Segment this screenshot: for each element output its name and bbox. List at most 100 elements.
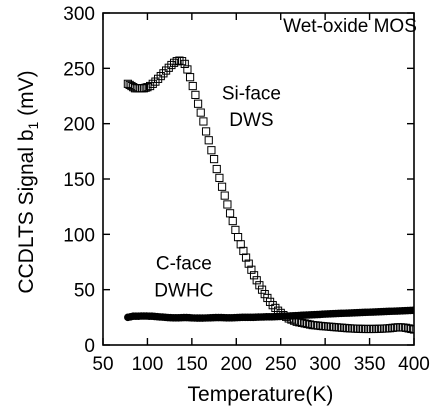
open-square-point bbox=[172, 57, 181, 66]
open-square-point bbox=[340, 323, 349, 333]
plot-layer bbox=[123, 56, 414, 334]
open-square-point bbox=[193, 99, 203, 108]
open-square-point bbox=[268, 301, 277, 310]
open-square-point bbox=[153, 74, 163, 83]
open-square-point bbox=[252, 276, 261, 285]
open-square-point bbox=[353, 324, 363, 333]
open-square-point bbox=[329, 322, 339, 332]
open-square-point bbox=[319, 322, 328, 331]
open-square-point bbox=[337, 323, 347, 332]
open-square-point bbox=[327, 322, 336, 331]
open-square-point bbox=[180, 59, 189, 69]
open-square-point bbox=[361, 324, 371, 334]
axes-layer bbox=[102, 12, 415, 346]
series-1 bbox=[124, 306, 414, 322]
open-square-point bbox=[249, 271, 259, 280]
y-tick-label: 300 bbox=[63, 4, 95, 25]
open-square-point bbox=[335, 323, 344, 332]
open-square-point bbox=[223, 200, 232, 209]
open-square-point bbox=[332, 323, 341, 332]
open-square-point bbox=[201, 127, 211, 136]
annotation-2: DWS bbox=[229, 110, 273, 131]
open-square-point bbox=[209, 154, 219, 164]
open-square-point bbox=[404, 324, 413, 333]
open-square-point bbox=[247, 265, 256, 274]
y-tick-label: 200 bbox=[63, 115, 95, 136]
x-tick-label: 150 bbox=[176, 354, 208, 375]
open-square-point bbox=[271, 303, 280, 313]
open-square-point bbox=[228, 216, 237, 226]
y-tick-label: 250 bbox=[63, 59, 95, 80]
y-tick-label: 50 bbox=[74, 281, 95, 302]
open-square-point bbox=[196, 108, 205, 117]
open-square-point bbox=[244, 259, 253, 268]
annotation-1: Si-face bbox=[222, 83, 281, 104]
open-square-point bbox=[300, 319, 309, 328]
annotation-4: DWHC bbox=[154, 280, 213, 301]
x-tick-label: 250 bbox=[265, 354, 297, 375]
x-tick-label: 350 bbox=[354, 354, 386, 375]
y-axis-label-subscript: 1 bbox=[25, 121, 41, 129]
open-square-point bbox=[204, 136, 213, 145]
open-square-point bbox=[257, 285, 267, 294]
open-square-point bbox=[393, 323, 403, 332]
open-square-point bbox=[375, 324, 384, 333]
open-square-point bbox=[233, 233, 243, 242]
open-square-point bbox=[215, 173, 224, 182]
annotation-0: Wet-oxide MOS bbox=[283, 16, 417, 37]
open-square-point bbox=[343, 324, 352, 333]
open-square-point bbox=[321, 322, 331, 331]
open-square-point bbox=[164, 63, 173, 72]
x-tick-label: 300 bbox=[309, 354, 341, 375]
y-tick-label: 0 bbox=[84, 336, 95, 357]
open-square-point bbox=[241, 253, 251, 262]
open-square-point bbox=[207, 146, 216, 155]
x-tick-label: 400 bbox=[398, 354, 430, 375]
open-square-point bbox=[377, 324, 387, 333]
open-square-point bbox=[396, 323, 405, 332]
y-axis-label: CCDLTS Signal b1 (mV) bbox=[15, 70, 41, 293]
plot-frame bbox=[102, 12, 415, 346]
open-square-point bbox=[255, 281, 264, 290]
open-square-point bbox=[231, 225, 240, 235]
x-tick-label: 100 bbox=[132, 354, 164, 375]
open-square-point bbox=[156, 71, 165, 81]
open-square-point bbox=[169, 58, 179, 67]
open-square-point bbox=[161, 66, 171, 75]
open-square-point bbox=[148, 79, 157, 88]
x-tick-label: 200 bbox=[220, 354, 252, 375]
x-tick-label: 50 bbox=[92, 354, 113, 375]
open-square-point bbox=[188, 81, 197, 91]
open-square-point bbox=[225, 209, 235, 218]
open-square-point bbox=[356, 324, 365, 333]
open-square-point bbox=[345, 324, 355, 333]
open-square-point bbox=[380, 324, 389, 333]
y-tick-label: 150 bbox=[63, 170, 95, 191]
open-square-point bbox=[303, 319, 312, 329]
open-square-point bbox=[388, 323, 397, 332]
open-square-point bbox=[313, 321, 323, 330]
y-tick-label: 100 bbox=[63, 225, 95, 246]
text-layer: 50 100 150 200 250 300 350 40005010015020025030… bbox=[15, 4, 430, 406]
x-axis-label: Temperature(K) bbox=[188, 383, 334, 406]
open-square-point bbox=[324, 322, 333, 331]
filled-circle-point bbox=[409, 306, 414, 315]
open-square-point bbox=[177, 57, 187, 66]
open-square-point bbox=[359, 324, 368, 334]
open-square-point bbox=[351, 324, 360, 333]
open-square-point bbox=[297, 318, 307, 327]
open-square-point bbox=[220, 191, 229, 200]
open-square-point bbox=[383, 324, 392, 333]
open-square-point bbox=[236, 240, 245, 249]
open-square-point bbox=[191, 90, 200, 99]
open-square-point bbox=[364, 324, 373, 334]
open-square-point bbox=[305, 320, 315, 329]
open-square-point bbox=[407, 324, 414, 334]
open-square-point bbox=[239, 246, 248, 256]
open-square-point bbox=[372, 324, 381, 333]
open-square-point bbox=[151, 77, 160, 86]
open-square-point bbox=[401, 323, 411, 332]
open-square-point bbox=[348, 324, 357, 333]
